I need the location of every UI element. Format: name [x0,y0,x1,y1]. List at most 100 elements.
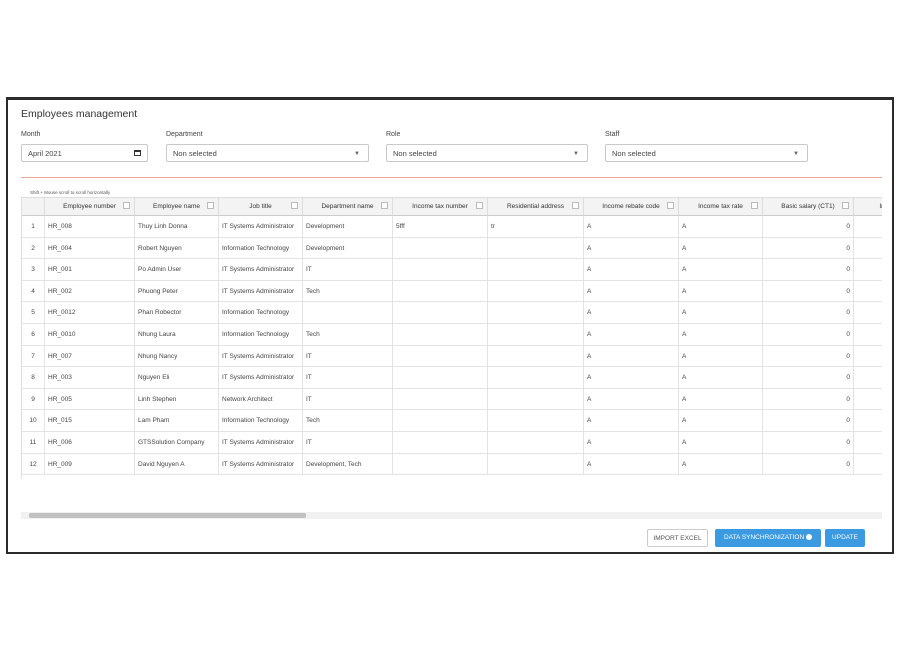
cell[interactable]: HR_006 [45,432,135,454]
cell[interactable] [393,280,488,303]
cell[interactable]: Information Technology [219,302,303,324]
filter-icon[interactable] [842,202,849,209]
cell[interactable]: IT [303,432,393,454]
cell[interactable] [393,259,488,281]
cell[interactable]: A [679,345,763,368]
calendar-icon[interactable] [134,150,141,156]
cell[interactable]: 0 [763,432,854,454]
cell[interactable]: A [679,410,763,432]
cell[interactable]: Nhung Nancy [135,345,219,368]
cell[interactable]: HR_005 [45,388,135,411]
cell[interactable]: Po Admin User [135,259,219,281]
cell[interactable]: A [679,302,763,324]
filter-icon[interactable] [476,202,483,209]
cell[interactable]: HR_0012 [45,302,135,324]
cell[interactable]: Tech [303,324,393,346]
column-header[interactable]: Employee name [135,198,219,216]
cell[interactable] [854,302,882,324]
cell[interactable] [393,324,488,346]
cell[interactable]: Robert Nguyen [135,237,219,260]
cell[interactable] [393,453,488,476]
cell[interactable]: HR_002 [45,280,135,303]
cell[interactable]: A [584,324,679,346]
cell[interactable]: HR_015 [45,410,135,432]
cell[interactable] [393,367,488,389]
cell[interactable]: Phan Robector [135,302,219,324]
column-header[interactable]: Basic salary (CT1) [763,198,854,216]
cell[interactable]: 0 [763,367,854,389]
cell[interactable]: A [679,367,763,389]
column-header[interactable]: Department name [303,198,393,216]
cell[interactable]: IT Systems Administrator [219,345,303,368]
cell[interactable]: A [679,388,763,411]
cell[interactable]: IT Systems Administrator [219,216,303,238]
staff-select[interactable]: Non selected ▼ [605,144,808,162]
column-header[interactable]: Income rebate code [584,198,679,216]
cell[interactable]: Development [303,237,393,260]
cell[interactable] [393,410,488,432]
cell[interactable] [488,324,584,346]
cell[interactable] [854,367,882,389]
filter-icon[interactable] [572,202,579,209]
cell[interactable] [488,345,584,368]
cell[interactable]: HR_009 [45,453,135,476]
cell[interactable]: A [679,216,763,238]
cell[interactable]: Tech [303,410,393,432]
cell[interactable] [854,389,882,411]
cell[interactable] [854,346,882,368]
column-header[interactable]: Residential address [488,198,584,216]
cell[interactable] [488,280,584,303]
cell[interactable]: A [679,259,763,281]
import-button[interactable]: IMPORT EXCEL [647,529,708,547]
cell[interactable] [393,237,488,260]
cell[interactable] [488,259,584,281]
cell[interactable]: Nguyen Eli [135,367,219,389]
cell[interactable]: HR_008 [45,216,135,238]
scrollbar-track[interactable] [21,512,882,519]
cell[interactable]: IT [303,388,393,411]
cell[interactable] [488,453,584,476]
cell[interactable]: IT [303,367,393,389]
month-input[interactable]: April 2021 [21,144,148,162]
filter-icon[interactable] [207,202,214,209]
cell[interactable] [854,281,882,303]
cell[interactable] [854,238,882,260]
cell[interactable]: Information Technology [219,410,303,432]
cell[interactable] [854,432,882,454]
cell[interactable]: A [679,453,763,476]
cell[interactable]: HR_007 [45,345,135,368]
column-header[interactable]: Income tax number [393,198,488,216]
cell[interactable]: 0 [763,259,854,281]
cell[interactable]: 0 [763,388,854,411]
cell[interactable] [854,324,882,346]
cell[interactable]: IT [303,259,393,281]
cell[interactable]: A [679,237,763,260]
filter-icon[interactable] [123,202,130,209]
cell[interactable]: IT [303,345,393,368]
cell[interactable] [488,237,584,260]
cell[interactable]: 0 [763,345,854,368]
cell[interactable]: 0 [763,324,854,346]
cell[interactable] [854,216,882,238]
cell[interactable]: IT Systems Administrator [219,453,303,476]
cell[interactable] [854,454,882,476]
cell[interactable]: 5fff [393,216,488,238]
role-select[interactable]: Non selected ▼ [386,144,588,162]
cell[interactable]: A [584,216,679,238]
cell[interactable]: Nhung Laura [135,324,219,346]
column-header[interactable]: Inters [854,198,882,216]
update-button[interactable]: UPDATE [825,529,865,547]
cell[interactable] [488,432,584,454]
cell[interactable] [393,432,488,454]
cell[interactable]: IT Systems Administrator [219,432,303,454]
cell[interactable]: A [679,432,763,454]
cell[interactable]: Information Technology [219,237,303,260]
cell[interactable]: IT Systems Administrator [219,259,303,281]
cell[interactable]: A [584,237,679,260]
cell[interactable] [393,388,488,411]
filter-icon[interactable] [667,202,674,209]
cell[interactable]: Lam Pham [135,410,219,432]
cell[interactable] [488,367,584,389]
cell[interactable]: 0 [763,410,854,432]
cell[interactable]: 0 [763,302,854,324]
